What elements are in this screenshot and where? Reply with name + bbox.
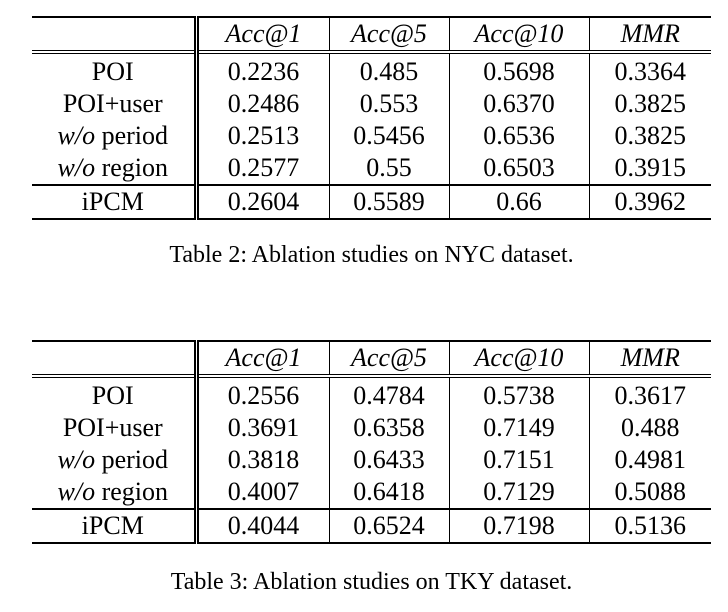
row-label-text: POI — [91, 57, 134, 86]
nyc-ablation-table: Acc@1 Acc@5 Acc@10 MMR POI 0.2236 0.485 … — [32, 16, 711, 220]
cell-acc1: 0.2556 — [196, 376, 330, 412]
cell-acc5: 0.5589 — [329, 184, 450, 220]
header-mmr: MMR — [589, 16, 711, 54]
cell-acc10: 0.6536 — [449, 120, 590, 152]
table-header-row: Acc@1 Acc@5 Acc@10 MMR — [32, 340, 711, 378]
row-label-prefix: w/o — [57, 153, 96, 182]
row-label: w/o period — [32, 444, 199, 476]
cell-acc10: 0.7149 — [449, 412, 590, 444]
cell-mmr: 0.5088 — [614, 477, 687, 506]
table-row-best: iPCM 0.2604 0.5589 0.66 0.3962 — [32, 184, 711, 220]
cell-acc5: 0.6433 — [329, 444, 450, 476]
cell-acc1: 0.2577 — [196, 152, 330, 185]
header-empty-cell — [32, 16, 199, 54]
table-row: w/o region 0.4007 0.6418 0.7129 0.5088 — [32, 476, 711, 509]
cell-acc10: 0.7129 — [449, 476, 590, 509]
row-label: POI — [32, 376, 199, 412]
header-acc10: Acc@10 — [449, 16, 590, 54]
row-label-text: POI — [91, 381, 134, 410]
cell-acc1: 0.2513 — [196, 120, 330, 152]
cell-acc5: 0.553 — [329, 88, 450, 120]
nyc-ablation-block: Acc@1 Acc@5 Acc@10 MMR POI 0.2236 0.485 … — [0, 16, 728, 269]
table-caption: Table 2: Ablation studies on NYC dataset… — [169, 242, 574, 268]
header-empty-cell — [32, 340, 199, 378]
cell-acc1: 0.3818 — [196, 444, 330, 476]
cell-acc5: 0.55 — [329, 152, 450, 185]
table-row: POI 0.2236 0.485 0.5698 0.3364 — [32, 52, 711, 88]
cell-acc5: 0.6358 — [329, 412, 450, 444]
row-label: POI+user — [32, 88, 199, 120]
cell-mmr: 0.4981 — [614, 445, 687, 474]
cell-acc5: 0.4784 — [329, 376, 450, 412]
row-label: w/o region — [32, 152, 199, 185]
header-acc1: Acc@1 — [196, 340, 330, 378]
cell-mmr: 0.3825 — [614, 121, 687, 150]
row-label-text: period — [95, 121, 168, 150]
cell-mmr: 0.488 — [621, 413, 680, 442]
cell-acc1: 0.2604 — [196, 184, 330, 220]
cell-mmr: 0.3962 — [589, 184, 711, 220]
cell-acc10: 0.5738 — [449, 376, 590, 412]
cell-acc10: 0.7198 — [449, 508, 590, 544]
header-acc1: Acc@1 — [196, 16, 330, 54]
header-acc5: Acc@5 — [329, 340, 450, 378]
cell-acc10: 0.6503 — [449, 152, 590, 185]
table-row: w/o period 0.2513 0.5456 0.6536 0.3825 — [32, 120, 711, 152]
cell-mmr: 0.3825 — [614, 89, 687, 118]
cell-acc10: 0.66 — [449, 184, 590, 220]
table-row-best: iPCM 0.4044 0.6524 0.7198 0.5136 — [32, 508, 711, 544]
cell-mmr: 0.3364 — [614, 57, 687, 86]
row-label: POI — [32, 52, 199, 88]
table-row: POI+user 0.3691 0.6358 0.7149 0.488 — [32, 412, 711, 444]
row-label-text: iPCM — [81, 511, 144, 540]
cell-acc1: 0.3691 — [196, 412, 330, 444]
header-acc10: Acc@10 — [449, 340, 590, 378]
cell-acc10: 0.7151 — [449, 444, 590, 476]
row-label-prefix: w/o — [57, 121, 96, 150]
table-caption: Table 3: Ablation studies on TKY dataset… — [170, 569, 573, 595]
cell-mmr: 0.3915 — [614, 153, 687, 182]
row-label-text: POI+user — [62, 89, 163, 118]
cell-acc5: 0.5456 — [329, 120, 450, 152]
header-mmr: MMR — [589, 340, 711, 378]
row-label-prefix: w/o — [57, 477, 96, 506]
cell-mmr: 0.5136 — [589, 508, 711, 544]
table-row: w/o period 0.3818 0.6433 0.7151 0.4981 — [32, 444, 711, 476]
row-label-text: region — [95, 153, 168, 182]
tky-ablation-block: Acc@1 Acc@5 Acc@10 MMR POI 0.2556 0.4784… — [0, 340, 728, 596]
row-label: iPCM — [32, 508, 199, 544]
cell-acc10: 0.6370 — [449, 88, 590, 120]
row-label: POI+user — [32, 412, 199, 444]
row-label-text: period — [95, 445, 168, 474]
cell-acc5: 0.6524 — [329, 508, 450, 544]
cell-acc1: 0.2236 — [196, 52, 330, 88]
row-label: w/o period — [32, 120, 199, 152]
cell-acc5: 0.6418 — [329, 476, 450, 509]
row-label-prefix: w/o — [57, 445, 96, 474]
tky-ablation-table: Acc@1 Acc@5 Acc@10 MMR POI 0.2556 0.4784… — [32, 340, 711, 544]
cell-acc10: 0.5698 — [449, 52, 590, 88]
row-label-text: iPCM — [81, 187, 144, 216]
header-acc5: Acc@5 — [329, 16, 450, 54]
cell-acc5: 0.485 — [329, 52, 450, 88]
cell-acc1: 0.4044 — [196, 508, 330, 544]
table-row: POI 0.2556 0.4784 0.5738 0.3617 — [32, 376, 711, 412]
table-header-row: Acc@1 Acc@5 Acc@10 MMR — [32, 16, 711, 54]
cell-acc1: 0.2486 — [196, 88, 330, 120]
cell-acc1: 0.4007 — [196, 476, 330, 509]
table-row: POI+user 0.2486 0.553 0.6370 0.3825 — [32, 88, 711, 120]
cell-mmr: 0.3617 — [614, 381, 687, 410]
row-label-text: region — [95, 477, 168, 506]
table-row: w/o region 0.2577 0.55 0.6503 0.3915 — [32, 152, 711, 185]
row-label: iPCM — [32, 184, 199, 220]
row-label-text: POI+user — [62, 413, 163, 442]
row-label: w/o region — [32, 476, 199, 509]
